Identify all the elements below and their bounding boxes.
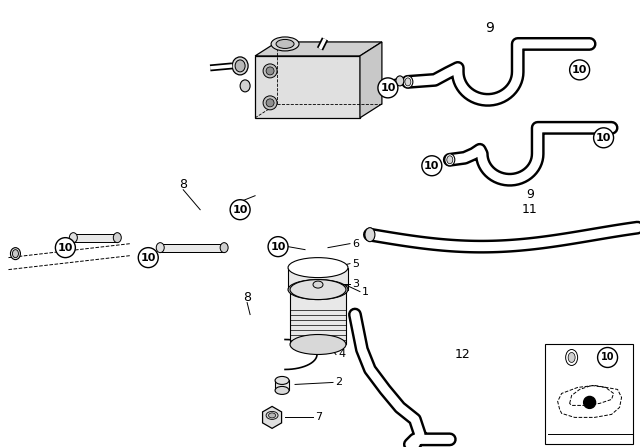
Ellipse shape <box>156 243 164 253</box>
Text: 11: 11 <box>522 203 538 216</box>
Polygon shape <box>360 42 382 118</box>
Circle shape <box>422 156 442 176</box>
Ellipse shape <box>405 78 411 86</box>
Circle shape <box>594 128 614 148</box>
Ellipse shape <box>232 57 248 75</box>
Ellipse shape <box>365 228 375 241</box>
Polygon shape <box>160 244 224 252</box>
Ellipse shape <box>403 76 413 88</box>
Text: 5: 5 <box>352 258 359 269</box>
Ellipse shape <box>240 80 250 92</box>
Ellipse shape <box>288 258 348 278</box>
Text: 10: 10 <box>601 353 614 362</box>
Ellipse shape <box>313 281 323 288</box>
Ellipse shape <box>396 76 404 86</box>
Circle shape <box>56 237 76 258</box>
Text: 2: 2 <box>335 378 342 388</box>
Ellipse shape <box>266 411 278 419</box>
Circle shape <box>268 237 288 257</box>
Text: 9: 9 <box>485 21 494 35</box>
Polygon shape <box>290 289 346 345</box>
Text: 10: 10 <box>58 243 73 253</box>
Circle shape <box>598 348 618 367</box>
Ellipse shape <box>220 243 228 253</box>
Text: 10: 10 <box>141 253 156 263</box>
Circle shape <box>266 67 274 75</box>
Circle shape <box>266 99 274 107</box>
Circle shape <box>138 248 158 267</box>
Circle shape <box>263 64 277 78</box>
Text: 7: 7 <box>315 413 322 422</box>
Text: 10: 10 <box>380 83 396 93</box>
Ellipse shape <box>275 387 289 394</box>
Circle shape <box>570 60 589 80</box>
Polygon shape <box>255 56 360 118</box>
Ellipse shape <box>271 37 299 51</box>
Text: 9: 9 <box>525 188 534 201</box>
Polygon shape <box>545 345 632 444</box>
Text: 12: 12 <box>455 348 470 361</box>
Text: 10: 10 <box>232 205 248 215</box>
Circle shape <box>230 200 250 220</box>
Text: 10: 10 <box>424 161 440 171</box>
Polygon shape <box>74 234 117 241</box>
Ellipse shape <box>447 156 453 164</box>
Ellipse shape <box>12 250 19 258</box>
Text: 10: 10 <box>572 65 588 75</box>
Circle shape <box>378 78 398 98</box>
Text: 3: 3 <box>352 279 359 289</box>
Ellipse shape <box>568 353 575 362</box>
Text: 6: 6 <box>352 239 359 249</box>
Circle shape <box>263 96 277 110</box>
Ellipse shape <box>10 248 20 260</box>
Circle shape <box>584 396 596 409</box>
Polygon shape <box>255 42 382 56</box>
Text: 1: 1 <box>362 287 369 297</box>
Ellipse shape <box>445 154 455 166</box>
Ellipse shape <box>276 39 294 48</box>
Ellipse shape <box>113 233 122 243</box>
Polygon shape <box>275 380 289 391</box>
Ellipse shape <box>566 349 578 366</box>
Ellipse shape <box>275 376 289 384</box>
Text: 8: 8 <box>179 178 187 191</box>
Text: 8: 8 <box>243 291 251 304</box>
Text: 10: 10 <box>270 241 285 252</box>
Text: 4: 4 <box>338 349 345 359</box>
Ellipse shape <box>69 233 77 243</box>
Polygon shape <box>288 267 348 289</box>
Ellipse shape <box>288 280 348 300</box>
Text: 000 3858: 000 3858 <box>567 438 610 447</box>
Ellipse shape <box>290 335 346 354</box>
Ellipse shape <box>290 280 346 300</box>
Ellipse shape <box>235 60 245 72</box>
Ellipse shape <box>269 413 276 418</box>
Text: 10: 10 <box>596 133 611 143</box>
